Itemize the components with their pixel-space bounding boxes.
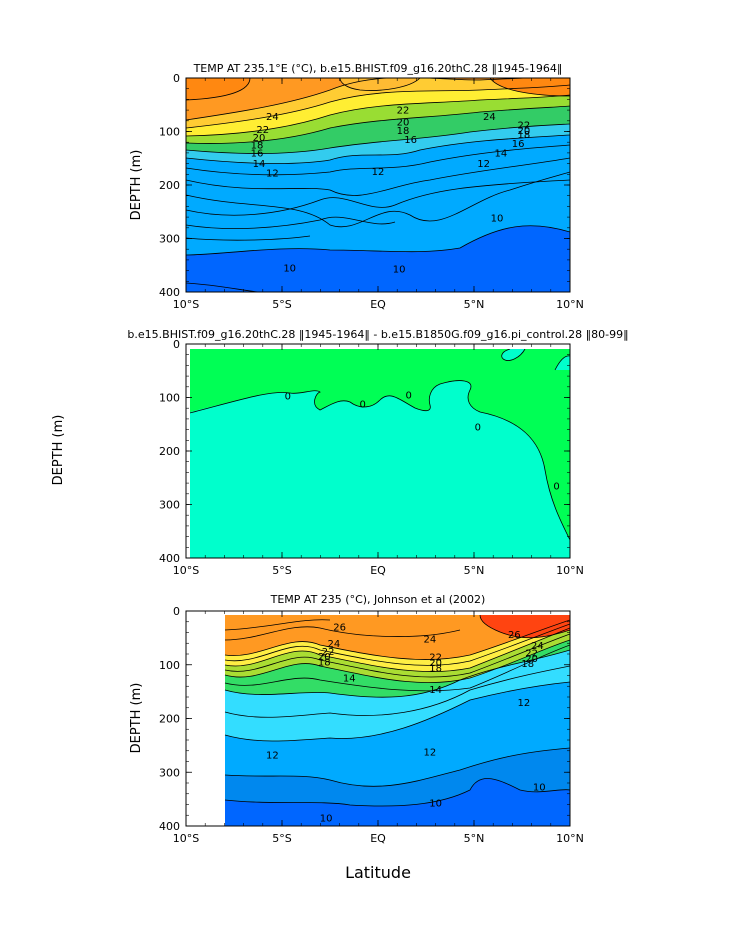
panel-3-field — [186, 611, 570, 826]
panel-1-contour-label: 18 — [251, 140, 264, 151]
panel-2-contour-label: 0 — [475, 422, 481, 433]
panel-1-xtick-label: 10°N — [556, 298, 584, 311]
panel-1-xtick-label: EQ — [370, 298, 386, 311]
x-axis-label: Latitude — [345, 863, 411, 882]
panel-1-ytick-label: 100 — [159, 126, 180, 139]
panel-3: TEMP AT 235 (°C), Johnson et al (2002) — [129, 593, 571, 882]
contour-label-layer: 2422201816141222201816122422201816141210… — [251, 106, 560, 825]
panel-3-xtick-label: 10°N — [556, 832, 584, 845]
panel-3-contour-label: 14 — [429, 685, 442, 696]
panel-1-title: TEMP AT 235.1°E (°C), b.e15.BHIST.f09_g1… — [193, 62, 563, 75]
panel-3-contour-label: 18 — [318, 658, 331, 669]
panel-2-ytick-label: 300 — [159, 499, 180, 512]
panel-3-xtick-label: 5°S — [272, 832, 291, 845]
panel-2-xtick-label: 10°N — [556, 564, 584, 577]
panel-2-field — [186, 344, 570, 558]
panel-3-contour-label: 18 — [429, 663, 442, 674]
panel-1-contour-label: 12 — [266, 169, 279, 180]
panel-3-contour-label: 20 — [525, 654, 538, 665]
panel-1-ytick-label: 400 — [159, 286, 180, 299]
panel-3-ytick-label: 300 — [159, 766, 180, 779]
panel-1-contour-label: 16 — [251, 148, 264, 159]
panel-1-band-12 — [186, 135, 570, 255]
panel-1-xtick-label: 5°N — [464, 298, 485, 311]
panel-1-contour-label: 10 — [393, 264, 406, 275]
panel-2-xtick-label: 10°S — [173, 564, 199, 577]
panel-2-contour-label: 0 — [285, 391, 291, 402]
panel-3-contour-label: 10 — [533, 782, 546, 793]
panel-2: b.e15.BHIST.f09_g16.20thC.28 ‖1945-1964‖… — [51, 328, 629, 559]
panel-2-ytick-label: 200 — [159, 445, 180, 458]
panel-3-contour-label: 26 — [508, 630, 521, 641]
panel-3-contour-label: 22 — [429, 653, 442, 664]
panel-3-contour-label: 20 — [429, 658, 442, 669]
panel-1-ylabel: DEPTH (m) — [129, 150, 144, 221]
panel-2-ytick-label: 100 — [159, 392, 180, 405]
panel-3-contour-label: 12 — [266, 751, 279, 762]
panel-1-ytick-label: 0 — [173, 72, 180, 85]
panel-2-contour-label: 0 — [553, 481, 559, 492]
panel-2-positive-region — [190, 346, 570, 540]
panel-3-contour-label: 24 — [327, 639, 340, 650]
panel-1: TEMP AT 235.1°E (°C), b.e15.BHIST.f09_g1… — [129, 62, 571, 293]
panel-1-contour-label: 10 — [491, 214, 504, 225]
panel-2-contour-label: 0 — [359, 399, 365, 410]
panel-3-contour-label: 12 — [423, 747, 436, 758]
panel-3-contour-label: 12 — [518, 698, 531, 709]
panel-1-contour-label: 14 — [495, 148, 508, 159]
panel-3-xtick-label: 10°S — [173, 832, 199, 845]
panel-1-xtick-label: 10°S — [173, 298, 199, 311]
panel-3-contour-label: 14 — [343, 674, 356, 685]
panel-1-contour-label: 18 — [518, 130, 531, 141]
panel-1-contour-label: 22 — [518, 121, 531, 132]
panel-1-contour-label: 16 — [404, 135, 417, 146]
panel-3-contour-label: 22 — [322, 647, 335, 658]
panel-1-field — [186, 78, 570, 292]
panel-1-contour-label: 10 — [283, 263, 296, 274]
panel-1-contour-label: 12 — [372, 167, 385, 178]
panel-3-title: TEMP AT 235 (°C), Johnson et al (2002) — [270, 593, 486, 606]
panel-1-contour-label: 22 — [397, 106, 410, 117]
panel-3-contour-label: 26 — [333, 623, 346, 634]
panel-3-contour-label: 22 — [525, 648, 538, 659]
panel-1-contour-label: 22 — [256, 125, 269, 136]
panel-3-contour-label: 10 — [429, 798, 442, 809]
panel-1-contour-label: 20 — [518, 126, 531, 137]
panel-3-contour-label: 20 — [318, 652, 331, 663]
panel-3-contour-label: 10 — [320, 813, 333, 824]
panel-2-xtick-label: 5°N — [464, 564, 485, 577]
panel-1-contour-label: 24 — [266, 112, 279, 123]
panel-1-contour-label: 14 — [253, 159, 266, 170]
panel-2-contour-label: 0 — [406, 390, 412, 401]
panel-2-title: b.e15.BHIST.f09_g16.20thC.28 ‖1945-1964‖… — [127, 328, 628, 341]
panel-1-contour-label: 20 — [397, 117, 410, 128]
panel-3-ytick-label: 100 — [159, 659, 180, 672]
panel-1-contour-label: 12 — [477, 159, 490, 170]
panel-2-xtick-label: EQ — [370, 564, 386, 577]
panel-1-xtick-label: 5°S — [272, 298, 291, 311]
panel-1-ytick-label: 200 — [159, 179, 180, 192]
panel-1-contour-label: 16 — [512, 139, 525, 150]
panel-1-contour-label: 20 — [253, 133, 266, 144]
panel-2-xtick-label: 5°S — [272, 564, 291, 577]
panel-1-contour-label: 18 — [397, 126, 410, 137]
panel-3-ytick-label: 400 — [159, 820, 180, 833]
panel-2-ytick-label: 400 — [159, 552, 180, 565]
panel-3-ylabel: DEPTH (m) — [129, 683, 144, 754]
panel-3-ytick-label: 200 — [159, 713, 180, 726]
panel-3-ytick-label: 0 — [173, 605, 180, 618]
panel-3-contour-label: 18 — [521, 659, 534, 670]
middle-ylabel: DEPTH (m) — [51, 415, 66, 486]
panel-3-contour-label: 24 — [423, 634, 436, 645]
panel-3-contour-label: 24 — [531, 641, 544, 652]
panel-1-ytick-label: 300 — [159, 233, 180, 246]
panel-2-ytick-label: 0 — [173, 338, 180, 351]
panel-1-contour-label: 24 — [483, 112, 496, 123]
panel-3-xtick-label: EQ — [370, 832, 386, 845]
panel-3-xtick-label: 5°N — [464, 832, 485, 845]
